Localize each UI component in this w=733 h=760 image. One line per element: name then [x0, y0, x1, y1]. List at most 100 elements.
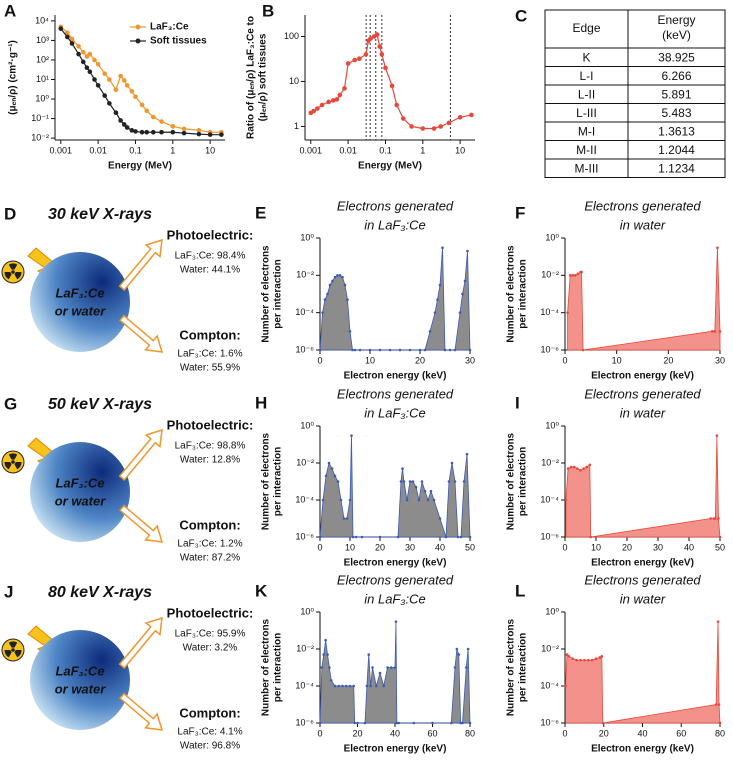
point — [568, 274, 572, 277]
point — [378, 671, 382, 675]
x-axis-label: Electron energy (keV) — [344, 558, 447, 569]
point — [113, 110, 119, 115]
point — [395, 721, 399, 725]
point — [580, 270, 583, 274]
legend-label: LaF₃:Ce — [150, 22, 189, 33]
y-axis-label: Ratio of (μₑₙ/ρ) LaF₃:Ce to — [246, 16, 257, 139]
point — [348, 498, 352, 502]
point — [576, 272, 580, 276]
y-tick-label: 10⁰ — [300, 420, 314, 430]
y-tick-label: 10⁻⁶ — [296, 531, 315, 541]
y-axis-label: (μₑₙ/ρ) (cm²·g⁻¹) — [8, 40, 19, 115]
point — [318, 348, 322, 352]
point — [133, 94, 138, 100]
point — [379, 52, 385, 57]
point — [709, 517, 712, 520]
point — [412, 721, 416, 725]
photoelectric-value: Water: 3.2% — [183, 643, 238, 654]
y-axis-label: per interaction — [518, 259, 529, 328]
photoelectric-value: LaF₃:Ce: 95.9% — [175, 629, 246, 640]
point — [581, 348, 585, 352]
point — [121, 78, 127, 83]
x-tick-label: 60 — [427, 728, 437, 738]
point — [714, 517, 717, 520]
point — [423, 489, 427, 493]
table-cell: 5.891 — [661, 87, 691, 101]
x-tick-label: 20 — [622, 542, 632, 552]
point — [196, 131, 202, 137]
point — [341, 275, 344, 279]
point — [363, 52, 369, 57]
point — [461, 292, 464, 296]
point — [76, 44, 81, 49]
line — [310, 33, 472, 130]
point — [124, 83, 130, 88]
point — [311, 108, 317, 114]
table-cell: 1.1234 — [658, 161, 695, 175]
y-tick-label: 10⁻² — [296, 457, 314, 467]
point — [718, 721, 722, 725]
y-axis-label: Number of electrons — [506, 245, 517, 343]
y-tick-label: 10⁻² — [541, 270, 559, 280]
point — [438, 283, 442, 287]
y-tick-label: 10⁰ — [545, 232, 559, 242]
y-tick-label: 10⁻⁶ — [541, 531, 560, 541]
point — [448, 348, 452, 352]
y-tick-label: 10 — [289, 76, 299, 86]
point — [571, 657, 575, 660]
point — [431, 126, 437, 131]
point — [170, 129, 176, 135]
point — [322, 653, 326, 656]
y-axis-label: Number of electrons — [261, 432, 272, 530]
chart-title: in water — [620, 217, 666, 232]
point — [598, 656, 602, 659]
x-tick-label: 0.01 — [89, 145, 107, 155]
y-tick-label: 10³ — [36, 35, 49, 45]
point — [69, 36, 75, 42]
chart-title: Electrons generated — [584, 572, 701, 587]
x-tick-label: 0.1 — [379, 145, 392, 155]
panel-label: B — [262, 1, 274, 20]
point — [348, 684, 352, 688]
x-tick-label: 20 — [663, 355, 673, 365]
point — [423, 348, 427, 352]
y-tick-label: 10⁰ — [545, 420, 559, 430]
point — [411, 480, 415, 483]
y-tick-label: 10⁻¹ — [31, 113, 49, 123]
point — [80, 59, 86, 65]
point — [377, 44, 382, 49]
point — [327, 461, 331, 465]
y-tick-label: 10⁻⁴ — [295, 307, 314, 317]
point — [408, 348, 412, 352]
compton-value: Water: 87.2% — [180, 553, 240, 564]
chart-title: in LaF₃:Ce — [364, 591, 426, 606]
point — [575, 658, 578, 662]
point — [76, 51, 81, 57]
point — [129, 128, 135, 133]
point — [368, 36, 373, 41]
point — [461, 721, 464, 725]
point — [358, 348, 362, 352]
table-header: Edge — [572, 21, 600, 35]
point — [573, 465, 576, 469]
radiation-center — [11, 648, 15, 652]
x-tick-label: 30 — [715, 355, 725, 365]
point — [394, 102, 400, 108]
point — [438, 124, 443, 129]
radiation-blade — [14, 462, 22, 470]
compton-value: LaF₃:Ce: 1.2% — [177, 539, 242, 550]
point — [565, 653, 569, 656]
point — [333, 474, 337, 478]
point — [431, 721, 434, 725]
point — [121, 122, 127, 127]
photoelectric-value: Water: 44.1% — [180, 265, 240, 276]
point — [714, 703, 718, 706]
x-tick-label: 1 — [170, 145, 175, 155]
point — [87, 69, 93, 75]
point — [326, 653, 329, 656]
y-tick-label: 10⁻⁴ — [295, 680, 314, 690]
point — [348, 330, 352, 333]
x-tick-label: 0.1 — [129, 145, 142, 155]
x-axis-label: Electron energy (keV) — [591, 558, 694, 569]
